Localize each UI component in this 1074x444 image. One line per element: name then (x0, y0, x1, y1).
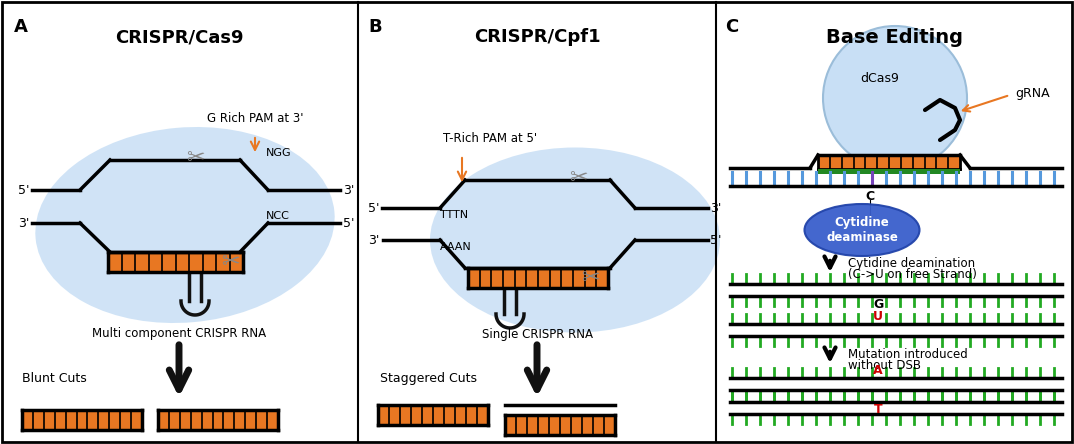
Text: ✂: ✂ (186, 148, 204, 168)
Text: A: A (14, 18, 28, 36)
Text: Single CRISPR RNA: Single CRISPR RNA (481, 328, 593, 341)
Text: without DSB: without DSB (848, 358, 921, 372)
Ellipse shape (35, 127, 335, 323)
Text: Blunt Cuts: Blunt Cuts (21, 372, 87, 385)
Bar (468, 268, 608, 288)
Text: NGG: NGG (266, 148, 292, 158)
Text: CRISPR/Cas9: CRISPR/Cas9 (115, 28, 243, 46)
Bar (818, 169, 960, 174)
Text: Mutation introduced: Mutation introduced (848, 348, 968, 361)
Text: T: T (873, 403, 883, 416)
Bar (21, 410, 142, 430)
Bar (378, 405, 488, 425)
Circle shape (823, 26, 967, 170)
Text: U: U (873, 310, 883, 323)
Text: ✂: ✂ (581, 268, 599, 288)
Bar (818, 155, 960, 169)
Text: 5': 5' (343, 217, 354, 230)
Text: T-Rich PAM at 5': T-Rich PAM at 5' (442, 132, 537, 145)
Text: 5': 5' (18, 183, 29, 197)
Text: TTTN: TTTN (440, 210, 468, 220)
Text: 5': 5' (710, 234, 722, 246)
Text: ✂: ✂ (569, 168, 587, 188)
Text: Cytidine deamination: Cytidine deamination (848, 257, 975, 270)
Text: ✂: ✂ (220, 252, 240, 272)
Ellipse shape (430, 147, 720, 333)
Text: dCas9: dCas9 (860, 71, 899, 84)
Text: B: B (368, 18, 381, 36)
Ellipse shape (804, 204, 919, 256)
Text: G: G (873, 298, 883, 311)
Text: Base Editing: Base Editing (827, 28, 963, 47)
Text: CRISPR/Cpf1: CRISPR/Cpf1 (474, 28, 600, 46)
Text: (C->U on free Strand): (C->U on free Strand) (848, 267, 977, 281)
Text: 3': 3' (368, 234, 379, 246)
Text: AAAN: AAAN (440, 242, 471, 252)
Bar (108, 252, 243, 272)
Text: gRNA: gRNA (1015, 87, 1049, 99)
Text: 3': 3' (18, 217, 29, 230)
Bar (158, 410, 278, 430)
Text: Staggered Cuts: Staggered Cuts (380, 372, 477, 385)
Text: 5': 5' (368, 202, 379, 214)
Text: A: A (873, 364, 883, 377)
Text: Multi component CRISPR RNA: Multi component CRISPR RNA (92, 327, 266, 340)
Text: C: C (725, 18, 738, 36)
Bar (505, 415, 615, 435)
Text: NCC: NCC (266, 211, 290, 221)
Text: 3': 3' (710, 202, 722, 214)
Text: C: C (866, 190, 874, 203)
Text: Cytidine
deaminase: Cytidine deaminase (826, 216, 898, 244)
Text: G Rich PAM at 3': G Rich PAM at 3' (207, 112, 303, 125)
Text: 3': 3' (343, 183, 354, 197)
